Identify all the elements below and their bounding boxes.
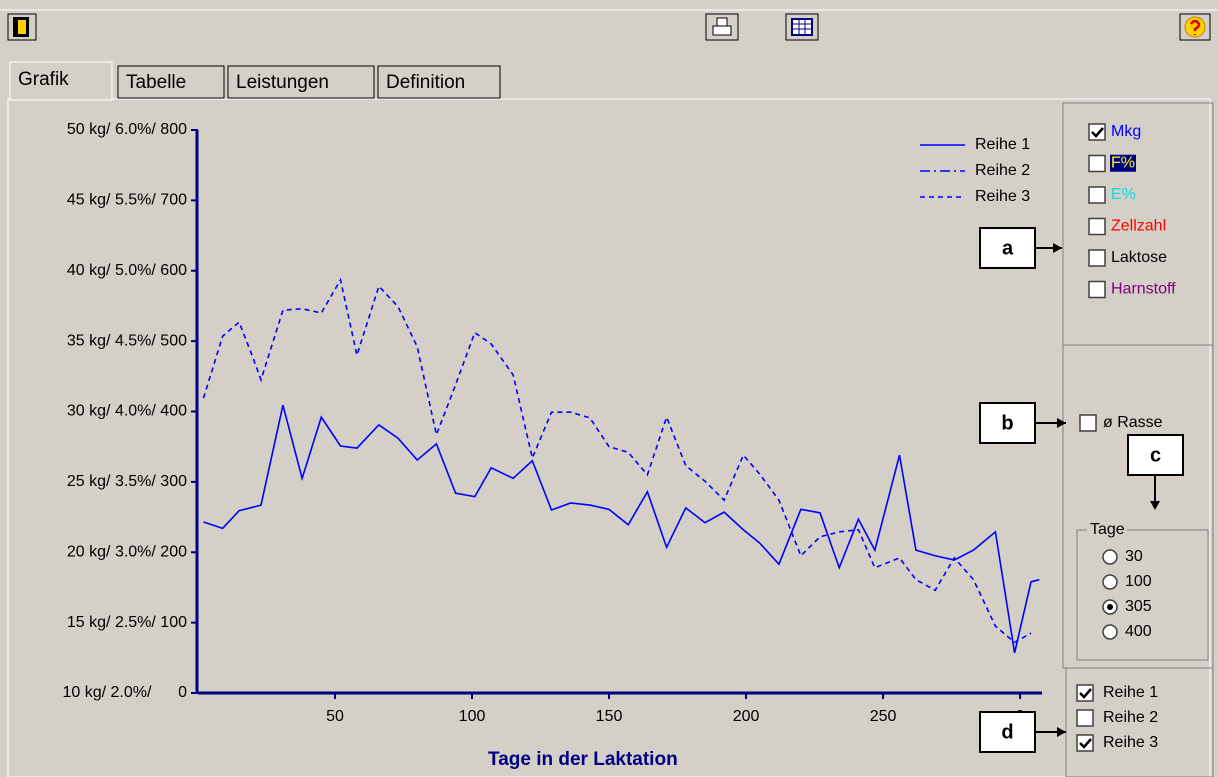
group-box-gap [1087,522,1127,536]
callout-arrowhead [1053,243,1062,253]
y-tick-label: 10 kg/ 2.0%/ 0 [62,684,187,701]
series-checkbox[interactable] [1076,684,1094,702]
radio-label: 100 [1125,573,1152,590]
tab[interactable] [377,65,501,99]
tab[interactable] [227,65,375,99]
x-tick-label: 50 [326,708,344,725]
series-toggle-label: Reihe 1 [1103,684,1158,701]
help-button[interactable] [1179,13,1211,41]
tab[interactable] [117,65,225,99]
callout-label: a [1002,237,1014,259]
table-icon [792,19,812,35]
legend-label: Reihe 3 [975,188,1030,205]
table-button[interactable] [785,13,819,41]
x-tick-label: 250 [870,708,897,725]
radio-button[interactable] [1102,624,1118,640]
printer-icon [716,17,728,27]
y-tick-label: 50 kg/ 6.0%/ 800 [67,121,187,138]
tab-label[interactable]: Tabelle [126,72,186,93]
check-mark [1091,127,1104,138]
help-icon [1184,16,1206,38]
measure-label: Harnstoff [1111,281,1176,298]
callout-label: c [1150,444,1161,466]
series-line [203,404,1040,654]
measure-checkbox[interactable] [1088,154,1106,173]
measure-label: E% [1111,186,1136,203]
callout-arrowhead [1150,501,1160,510]
x-axis-title: Tage in der Laktation [488,749,678,770]
help-icon [1189,19,1201,35]
y-tick-label: 30 kg/ 4.0%/ 400 [67,403,187,420]
measure-label: F% [1111,155,1135,172]
label-highlight [1110,154,1136,172]
group-title: Tage [1090,521,1125,538]
callout-arrowhead [1057,727,1066,737]
door-icon [18,20,26,34]
group-box [1076,529,1209,661]
exit-button[interactable] [7,13,37,41]
y-tick-label: 35 kg/ 4.5%/ 500 [67,332,187,349]
tab[interactable] [9,61,113,101]
x-tick-label: 200 [733,708,760,725]
series-toggle-label: Reihe 3 [1103,734,1158,751]
callout-label: d [1001,721,1013,743]
printer-icon [712,25,732,36]
tab-label[interactable]: Grafik [18,69,69,90]
radio-dot [1107,604,1113,610]
measure-checkbox[interactable] [1088,186,1106,204]
y-tick-label: 25 kg/ 3.5%/ 300 [67,473,187,490]
radio-label: 305 [1125,598,1152,615]
check-mark [1079,688,1092,699]
measure-label: Laktose [1111,249,1167,266]
y-tick-label: 15 kg/ 2.5%/ 100 [67,614,187,631]
panel-section [1065,667,1214,777]
print-button[interactable] [705,13,739,41]
radio-label: 30 [1125,548,1143,565]
table-icon [791,18,813,36]
tab-label[interactable]: Definition [386,72,465,93]
radio-button[interactable] [1102,574,1118,590]
measure-label: Zellzahl [1111,218,1166,235]
check-mark [1079,738,1092,749]
tab-label[interactable]: Leistungen [236,72,329,93]
breed-checkbox[interactable] [1079,414,1097,432]
x-tick-label: 100 [459,708,486,725]
measure-checkbox[interactable] [1088,249,1106,267]
measure-checkbox[interactable] [1088,217,1106,236]
legend-label: Reihe 2 [975,162,1030,179]
radio-label: 400 [1125,623,1152,640]
series-line [202,277,1032,644]
y-tick-label: 40 kg/ 5.0%/ 600 [67,262,187,279]
radio-button[interactable] [1102,549,1118,565]
legend-label: Reihe 1 [975,136,1030,153]
series-toggle-label: Reihe 2 [1103,709,1158,726]
measure-label: Mkg [1111,123,1141,140]
callout-arrowhead [1057,418,1066,428]
measure-checkbox[interactable] [1088,123,1106,141]
breed-label: ø Rasse [1103,414,1163,431]
y-tick-label: 20 kg/ 3.0%/ 200 [67,543,187,560]
measure-checkbox[interactable] [1088,280,1106,299]
series-checkbox[interactable] [1076,709,1094,727]
series-checkbox[interactable] [1076,734,1094,752]
callout-label: b [1001,412,1013,434]
x-tick-label: 150 [596,708,623,725]
y-tick-label: 45 kg/ 5.5%/ 700 [67,192,187,209]
